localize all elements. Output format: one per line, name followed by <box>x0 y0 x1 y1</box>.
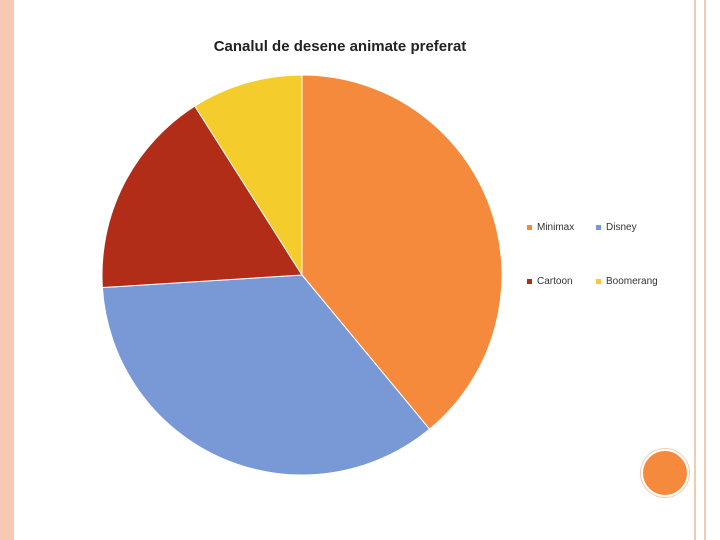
slide-border-left <box>0 0 14 540</box>
legend-item-disney: Disney <box>596 222 637 233</box>
legend-label: Cartoon <box>537 276 573 287</box>
pie-slice-cartoon <box>101 105 303 289</box>
legend-swatch <box>527 225 532 230</box>
legend-label: Disney <box>606 222 637 233</box>
legend-item-minimax: Minimax <box>527 222 574 233</box>
slide-border-right-line <box>704 0 706 540</box>
legend-swatch <box>527 279 532 284</box>
legend-swatch <box>596 279 601 284</box>
pie-slice-boomerang <box>194 74 303 277</box>
pie-slice-disney <box>101 274 431 476</box>
slide-border-right-line <box>694 0 696 540</box>
chart-title: Canalul de desene animate preferat <box>213 38 467 55</box>
legend-swatch <box>596 225 601 230</box>
legend-item-cartoon: Cartoon <box>527 276 573 287</box>
legend-label: Minimax <box>537 222 575 233</box>
legend-label: Boomerang <box>606 276 658 287</box>
legend-item-boomerang: Boomerang <box>596 276 658 287</box>
decorative-circle <box>641 449 689 497</box>
pie-slice-minimax <box>301 74 503 430</box>
